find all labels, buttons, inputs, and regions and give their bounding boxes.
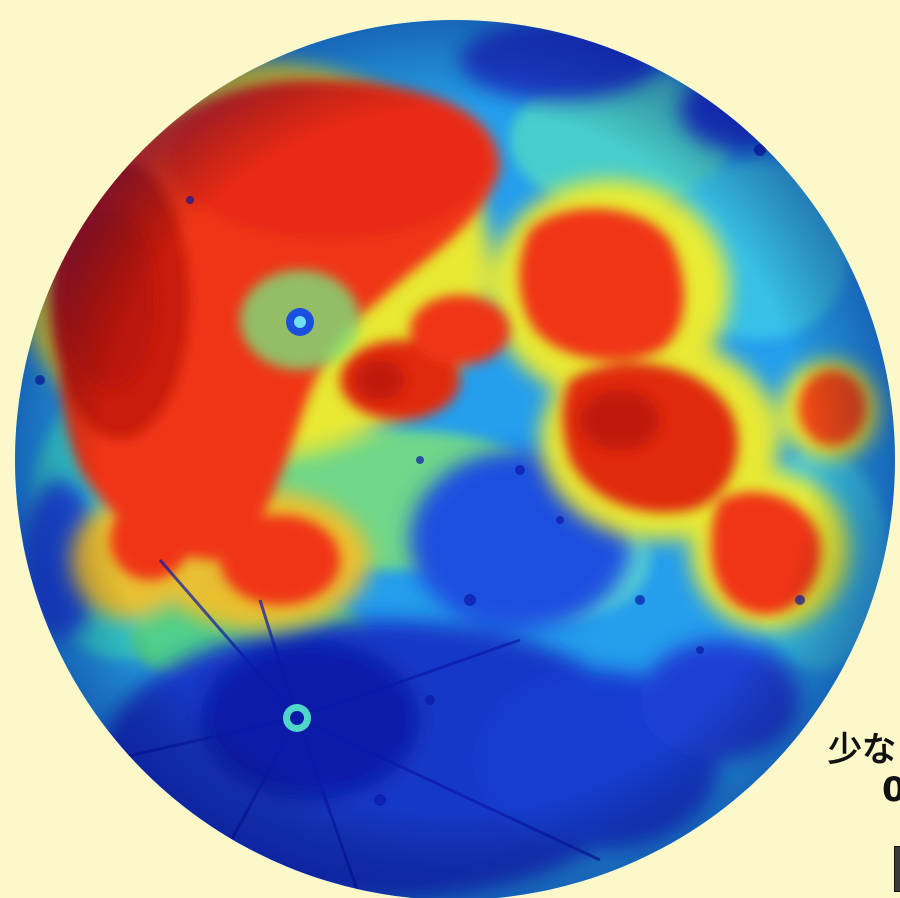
legend-label-zero: 0 (882, 770, 900, 810)
legend-label-low: 少な (828, 730, 896, 770)
legend-colorbar (894, 846, 900, 892)
